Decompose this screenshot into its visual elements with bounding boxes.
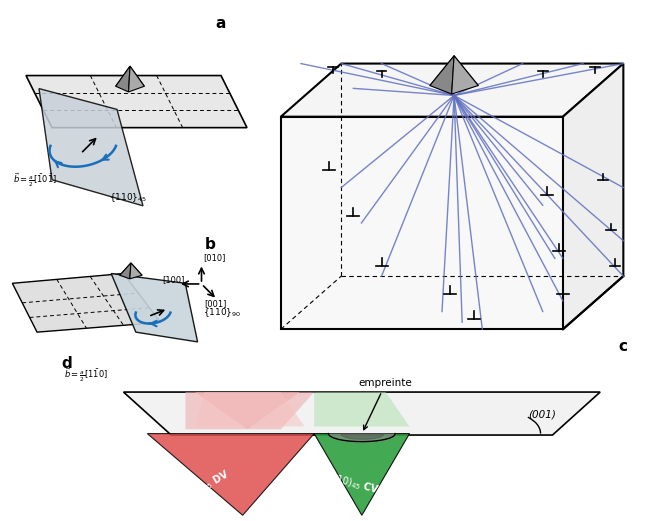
Polygon shape (563, 64, 623, 329)
Polygon shape (116, 66, 130, 92)
Text: $(110)_{45}$ DV: $(110)_{45}$ DV (177, 467, 232, 506)
Polygon shape (120, 263, 142, 275)
Polygon shape (120, 263, 131, 279)
Polygon shape (281, 64, 623, 117)
Polygon shape (130, 263, 142, 279)
Text: b: b (205, 237, 215, 252)
Text: a: a (216, 16, 226, 31)
Polygon shape (195, 392, 300, 429)
Polygon shape (12, 274, 161, 332)
Polygon shape (148, 433, 314, 515)
Text: $\vec{b}=\frac{a}{2}[1\bar{1}0]$: $\vec{b}=\frac{a}{2}[1\bar{1}0]$ (64, 366, 109, 384)
Polygon shape (124, 392, 600, 435)
Polygon shape (26, 76, 247, 128)
Text: $(110)_{45}$ CV: $(110)_{45}$ CV (324, 470, 381, 498)
Polygon shape (185, 392, 314, 429)
Polygon shape (129, 66, 144, 92)
Text: d: d (61, 356, 72, 371)
Polygon shape (116, 66, 144, 86)
Text: empreinte: empreinte (359, 378, 413, 430)
Polygon shape (430, 56, 454, 94)
Text: $\{110\}_{90}$: $\{110\}_{90}$ (203, 306, 241, 319)
Polygon shape (314, 392, 410, 426)
Text: $\vec{b}=\frac{a}{2}[\bar{1}0\bar{1}]$: $\vec{b}=\frac{a}{2}[\bar{1}0\bar{1}]$ (13, 171, 57, 189)
Text: (001): (001) (528, 410, 556, 420)
Text: c: c (619, 340, 628, 354)
Text: [100]: [100] (162, 276, 185, 284)
Polygon shape (39, 89, 143, 206)
Polygon shape (281, 117, 563, 329)
Text: [010]: [010] (203, 254, 226, 263)
Polygon shape (111, 274, 198, 342)
Polygon shape (430, 56, 478, 85)
Polygon shape (314, 433, 410, 515)
Polygon shape (452, 56, 478, 94)
Text: [001]: [001] (204, 299, 226, 308)
Text: $\{110\}_{45}$: $\{110\}_{45}$ (109, 192, 148, 204)
Polygon shape (195, 392, 305, 426)
